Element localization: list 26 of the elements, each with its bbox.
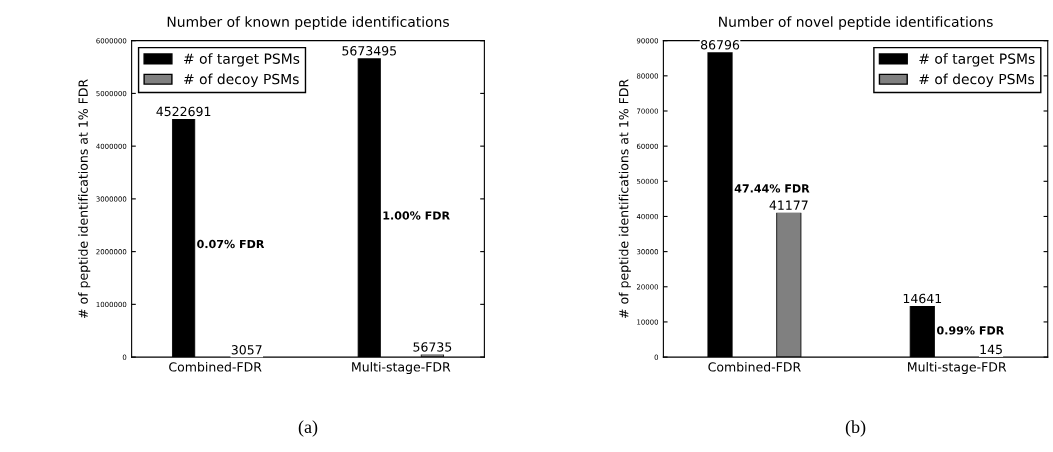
annotation: 0.07% FDR [197,239,265,249]
data-label: 86796 [701,40,740,50]
annotation: 47.44% FDR [734,184,810,193]
x-tick-label: Multi-stage-FDR [352,361,451,375]
chart-title: Number of known peptide identifications [167,16,449,30]
data-label: 56735 [413,342,452,352]
data-label: 3057 [231,345,262,355]
annotation: 0.99% FDR [937,326,1005,335]
data-label: 41177 [769,200,808,210]
legend-label: # of target PSMs [919,53,1035,67]
text: (b) [845,420,866,437]
legend-label: # of decoy PSMs [184,73,299,88]
y-axis-title: # of peptide identifications at 1% FDR [78,79,91,318]
annotation: 1.00% FDR [383,211,450,220]
x-tick-label: Combined-FDR [169,361,262,372]
y-axis-title: # of peptide identifications at 1% FDR [618,79,631,318]
data-label: 145 [980,344,1002,355]
data-label: 5673495 [342,46,397,56]
x-tick-label: Multi-stage-FDR [908,361,1007,375]
legend-label: # of decoy PSMs [919,73,1035,88]
data-label: 4522691 [156,106,211,117]
data-label: 14641 [903,293,942,304]
legend-label: # of target PSMs [184,53,300,67]
x-tick-label: Combined-FDR [708,361,801,372]
text: (a) [298,420,318,437]
chart-title: Number of novel peptide identifications [719,16,993,30]
